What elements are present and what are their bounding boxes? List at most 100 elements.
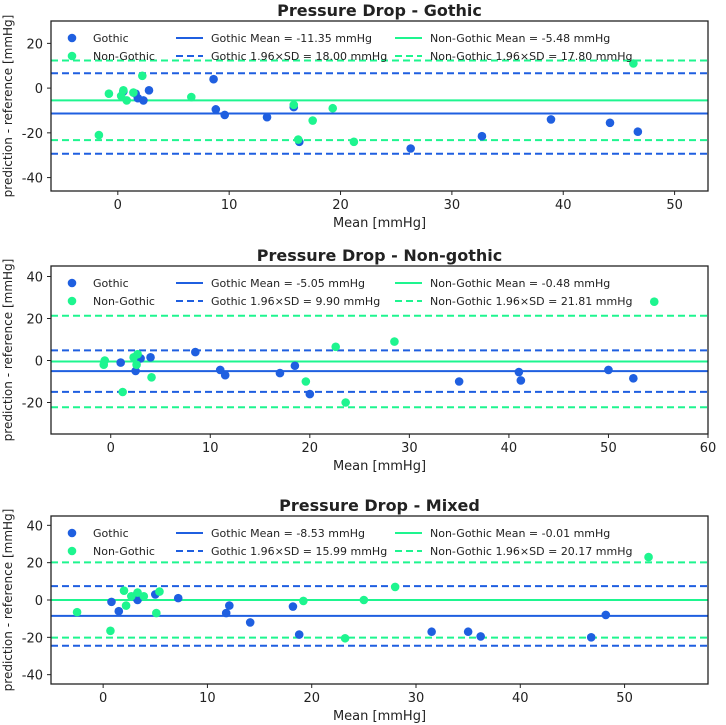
chart-panel-2: Pressure Drop - Non-gothic 0 10 20 30 40 50 60 -… xyxy=(1,246,716,474)
x-tick-label: 30 xyxy=(444,198,461,213)
x-tick-label: 10 xyxy=(199,691,216,706)
legend-non-gothic-mean-label: Non-Gothic Mean = -0.01 mmHg xyxy=(430,527,610,540)
gothic-point xyxy=(220,110,230,120)
gothic-point xyxy=(220,370,230,380)
x-tick-label: 50 xyxy=(616,691,633,706)
non-gothic-point xyxy=(359,595,369,605)
non-gothic-point xyxy=(122,96,132,105)
non-gothic-point xyxy=(133,349,142,359)
gothic-point xyxy=(225,601,234,610)
gothic-point xyxy=(262,112,272,122)
legend-non-gothic-loa-label: Non-Gothic 1.96×SD = 20.17 mmHg xyxy=(430,545,633,558)
non-gothic-point xyxy=(390,582,400,592)
gothic-point xyxy=(173,593,183,603)
non-gothic-point xyxy=(390,337,399,346)
y-tick-label: 0 xyxy=(35,355,43,370)
x-tick-label: 0 xyxy=(107,441,115,456)
non-gothic-point xyxy=(155,587,164,596)
y-tick-label: -20 xyxy=(22,631,43,646)
non-gothic-point xyxy=(649,297,659,307)
y-tick-label: -20 xyxy=(22,397,43,412)
x-tick-label: 40 xyxy=(555,198,572,213)
legend-gothic-label: Gothic xyxy=(93,527,129,540)
chart-title: Pressure Drop - Gothic xyxy=(277,1,482,20)
non-gothic-point xyxy=(187,92,196,102)
gothic-point xyxy=(221,608,231,618)
gothic-point xyxy=(107,597,116,607)
gothic-point xyxy=(211,105,221,114)
gothic-point xyxy=(144,86,154,95)
gothic-point xyxy=(209,74,218,84)
y-tick-label: 20 xyxy=(26,557,43,572)
non-gothic-point xyxy=(94,130,104,140)
y-axis-label: prediction - reference [mmHg] xyxy=(1,509,15,692)
legend-gothic-marker xyxy=(67,33,77,43)
gothic-point xyxy=(516,376,526,385)
gothic-point xyxy=(131,366,140,376)
gothic-point xyxy=(427,627,436,637)
non-gothic-point xyxy=(72,607,82,617)
gothic-point xyxy=(629,374,638,383)
y-tick-label: -40 xyxy=(22,172,43,187)
legend-non-gothic-marker xyxy=(67,51,77,61)
gothic-point xyxy=(133,595,142,605)
gothic-point xyxy=(604,365,613,375)
x-axis-label: Mean [mmHg] xyxy=(333,709,426,724)
non-gothic-point xyxy=(132,360,141,370)
plot-frame xyxy=(50,20,709,192)
non-gothic-point xyxy=(129,88,138,97)
non-gothic-point xyxy=(127,591,136,601)
y-tick-label: 20 xyxy=(26,313,43,328)
gothic-point xyxy=(605,118,615,128)
non-gothic-point xyxy=(106,626,115,636)
x-tick-label: 30 xyxy=(408,691,425,706)
gothic-point xyxy=(586,633,596,642)
non-gothic-point xyxy=(349,137,359,147)
x-tick-label: 0 xyxy=(99,691,107,706)
plot-frame xyxy=(50,265,709,435)
x-tick-label: 50 xyxy=(600,441,617,456)
gothic-point xyxy=(546,115,556,124)
legend-non-gothic-marker xyxy=(67,296,77,306)
non-gothic-point xyxy=(289,100,299,110)
gothic-point xyxy=(139,96,148,105)
non-gothic-point xyxy=(293,135,303,144)
legend-non-gothic-marker xyxy=(67,546,77,556)
non-gothic-point xyxy=(147,373,156,382)
chart-panel-1: Pressure Drop - Gothic 0 10 20 30 40 50 -40 -20 0… xyxy=(1,1,709,231)
legend-gothic-loa-label: Gothic 1.96×SD = 18.00 mmHg xyxy=(211,50,387,63)
legend-gothic-mean-label: Gothic Mean = -5.05 mmHg xyxy=(211,277,365,290)
x-tick-label: 20 xyxy=(332,198,349,213)
non-gothic-point xyxy=(644,552,653,562)
legend-gothic-loa-label: Gothic 1.96×SD = 15.99 mmHg xyxy=(211,545,387,558)
non-gothic-point xyxy=(331,342,341,352)
y-tick-label: 40 xyxy=(26,519,43,534)
gothic-point xyxy=(476,632,485,641)
legend-gothic-label: Gothic xyxy=(93,32,129,45)
legend: Gothic Non-Gothic Gothic Mean = -8.53 mmHg… xyxy=(67,527,633,558)
non-gothic-point xyxy=(100,356,110,365)
non-gothic-point xyxy=(301,377,311,386)
gothic-point xyxy=(601,610,611,620)
x-tick-label: 10 xyxy=(221,198,238,213)
gothic-point xyxy=(633,127,643,137)
x-tick-label: 30 xyxy=(401,441,418,456)
y-axis-label: prediction - reference [mmHg] xyxy=(1,259,15,442)
x-tick-label: 20 xyxy=(302,441,319,456)
gothic-point xyxy=(294,630,304,639)
legend-non-gothic-mean-label: Non-Gothic Mean = -0.48 mmHg xyxy=(430,277,610,290)
legend-gothic-marker xyxy=(67,278,77,288)
x-tick-label: 50 xyxy=(666,198,683,213)
gothic-point xyxy=(146,353,155,362)
x-tick-label: 0 xyxy=(114,198,122,213)
x-axis-label: Mean [mmHg] xyxy=(333,216,426,231)
gothic-point xyxy=(305,389,315,399)
non-gothic-point xyxy=(340,633,350,643)
x-tick-label: 10 xyxy=(202,441,219,456)
non-gothic-point xyxy=(152,608,161,618)
legend-gothic-label: Gothic xyxy=(93,277,129,290)
legend-non-gothic-mean-label: Non-Gothic Mean = -5.48 mmHg xyxy=(430,32,610,45)
legend-gothic-marker xyxy=(67,528,77,538)
y-axis-label: prediction - reference [mmHg] xyxy=(1,15,15,198)
